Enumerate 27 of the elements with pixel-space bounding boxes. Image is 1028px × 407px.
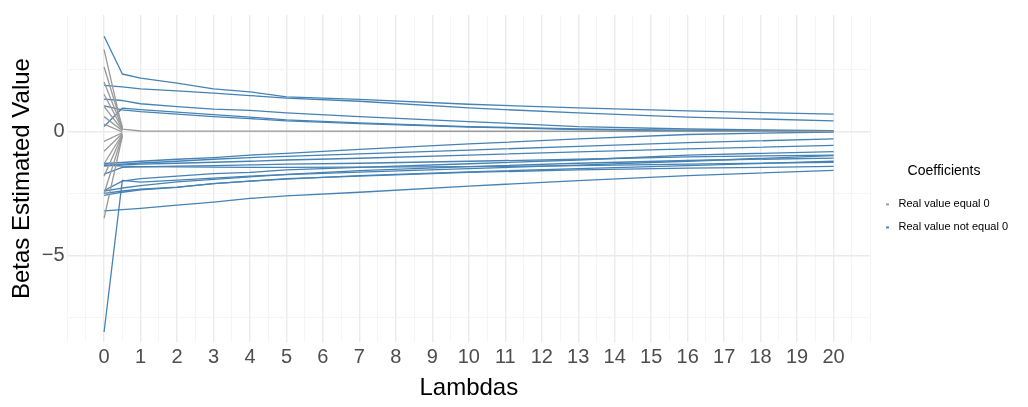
x-tick-label: 11	[494, 344, 516, 367]
y-axis-title: Betas Estimated Value	[7, 58, 35, 300]
x-tick-label: 17	[713, 344, 736, 367]
legend-label: Real value equal 0	[898, 197, 990, 210]
x-tick-label: 6	[317, 344, 329, 367]
x-tick-label: 19	[785, 344, 809, 367]
x-tick-label: 4	[244, 344, 256, 367]
x-tick-label: 9	[426, 344, 438, 367]
x-tick-label: 7	[353, 344, 365, 367]
x-tick-label: 0	[98, 344, 110, 367]
x-tick-label: 14	[603, 344, 626, 367]
x-tick-label: 13	[567, 344, 590, 367]
x-tick-label: 20	[822, 344, 845, 367]
x-tick-label: 10	[457, 344, 480, 367]
x-tick-label: 5	[280, 344, 293, 367]
x-axis-title: Lambdas	[419, 373, 519, 401]
x-tick-label: 15	[640, 344, 663, 367]
legend-title: Coefficients	[907, 161, 981, 178]
x-tick-label: 16	[676, 344, 699, 367]
x-tick-label: 2	[171, 344, 183, 367]
x-tick-label: 3	[207, 344, 220, 367]
legend-label: Real value not equal 0	[898, 220, 1008, 233]
y-tick-label: −5	[41, 242, 65, 265]
x-tick-label: 1	[134, 344, 147, 367]
x-tick-label: 8	[390, 344, 402, 367]
x-tick-label: 18	[749, 344, 772, 367]
x-tick-label: 12	[530, 344, 553, 367]
